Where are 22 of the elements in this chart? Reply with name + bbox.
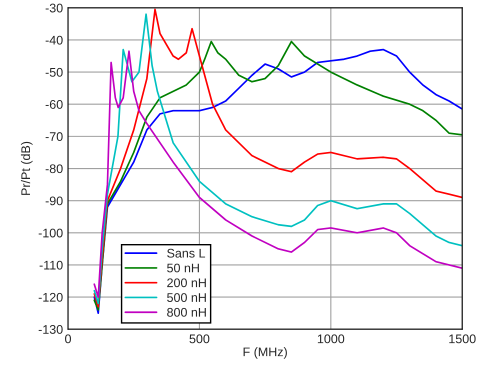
legend-label: 800 nH <box>167 308 206 317</box>
y-tick-label: -80 <box>46 164 63 174</box>
y-tick-label: -70 <box>46 132 63 142</box>
y-tick-label: -60 <box>46 100 63 109</box>
legend-label: 200 nH <box>167 278 206 288</box>
y-tick-label: -130 <box>38 325 63 334</box>
y-tick-label: -40 <box>46 36 63 45</box>
y-tick-label: -110 <box>40 260 63 270</box>
x-axis-title: F (MHz) <box>244 347 287 359</box>
legend-label: 500 nH <box>167 293 206 302</box>
x-tick-label: 500 <box>189 334 210 344</box>
x-tick-label: 0 <box>65 334 72 344</box>
y-tick-label: -50 <box>46 68 63 77</box>
y-tick-label: -30 <box>46 4 63 12</box>
x-tick-label: 1000 <box>318 334 344 344</box>
y-tick-label: -100 <box>38 228 63 238</box>
y-axis-title: Pr/Pt (dB) <box>20 142 33 195</box>
y-tick-label: -120 <box>38 292 63 302</box>
legend-label: 50 nH <box>167 264 199 272</box>
legend-label: Sans L <box>167 248 206 258</box>
x-tick-label: 1500 <box>449 334 476 344</box>
y-tick-label: -90 <box>46 196 63 206</box>
